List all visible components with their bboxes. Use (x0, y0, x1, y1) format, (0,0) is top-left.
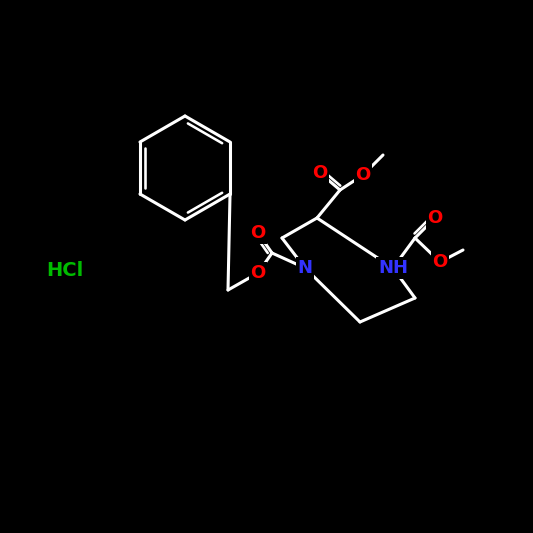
Text: N: N (297, 259, 312, 277)
Text: O: O (432, 253, 448, 271)
Text: HCl: HCl (46, 261, 84, 279)
Text: O: O (251, 264, 265, 282)
Text: O: O (427, 209, 442, 227)
Text: O: O (312, 164, 328, 182)
Text: O: O (251, 224, 265, 242)
Text: O: O (356, 166, 370, 184)
Text: NH: NH (378, 259, 408, 277)
